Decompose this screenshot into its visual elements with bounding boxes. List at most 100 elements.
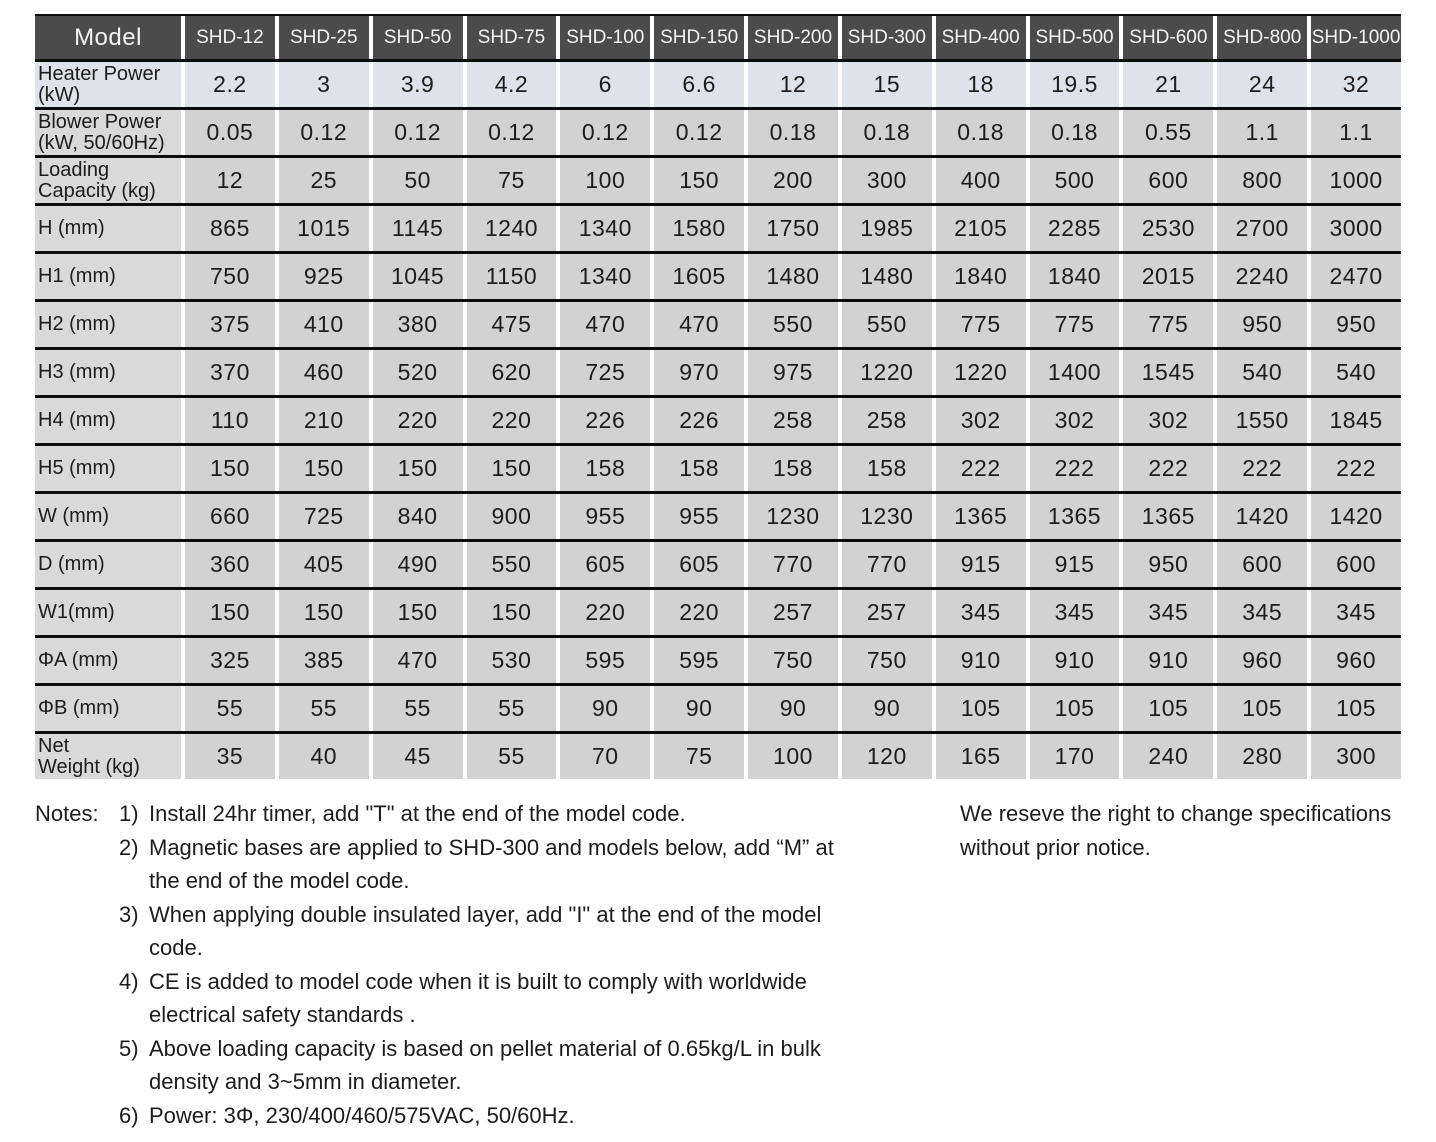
table-cell: 150 — [466, 446, 557, 491]
table-cell: 45 — [372, 734, 463, 779]
table-cell: 0.18 — [1029, 110, 1120, 155]
table-cell: 360 — [185, 542, 275, 587]
table-cell: 90 — [841, 686, 932, 731]
table-cell: 500 — [1029, 158, 1120, 203]
row-label-line: (kW, 50/60Hz) — [38, 131, 165, 154]
table-cell: 950 — [1217, 302, 1308, 347]
table-cell: 257 — [841, 590, 932, 635]
notes-section: Notes: 1) Install 24hr timer, add "T" at … — [35, 797, 1415, 1132]
table-cell: 1480 — [841, 254, 932, 299]
column-header: SHD-50 — [372, 16, 463, 59]
table-cell: 150 — [185, 446, 275, 491]
row-w: W (mm) 660 725 840 900 955 955 1230 1230 1365 1365… — [35, 494, 1401, 542]
table-cell: 530 — [466, 638, 557, 683]
note-item-4: 4) CE is added to model code when it is b… — [119, 965, 929, 1032]
table-cell: 1845 — [1311, 398, 1401, 443]
note-continuation: electrical safety standards . — [149, 1002, 416, 1027]
column-header: SHD-400 — [935, 16, 1026, 59]
table-cell: 2105 — [935, 206, 1026, 251]
table-cell: 1985 — [841, 206, 932, 251]
disclaimer-line: without prior notice. — [960, 834, 1151, 860]
row-heater-power: Heater Power (kW) 2.2 3 3.9 4.2 6 6.6 12 15 18 19.5… — [35, 62, 1401, 110]
note-text: Install 24hr timer, add "T" at the end o… — [149, 801, 686, 826]
column-header: SHD-100 — [560, 16, 651, 59]
table-cell: 960 — [1217, 638, 1308, 683]
table-cell: 490 — [372, 542, 463, 587]
table-cell: 257 — [748, 590, 838, 635]
note-continuation: density and 3~5mm in diameter. — [149, 1069, 462, 1094]
table-cell: 1145 — [372, 206, 463, 251]
table-cell: 220 — [466, 398, 557, 443]
note-continuation: the end of the model code. — [149, 868, 410, 893]
table-cell: 50 — [372, 158, 463, 203]
row-label: ΦA (mm) — [35, 638, 181, 683]
table-cell: 158 — [654, 446, 745, 491]
table-cell: 1580 — [654, 206, 745, 251]
table-cell: 21 — [1123, 62, 1214, 107]
table-cell: 1340 — [560, 254, 651, 299]
table-cell: 222 — [1217, 446, 1308, 491]
note-line: 1) Install 24hr timer, add "T" at the end… — [119, 797, 929, 831]
table-cell: 90 — [560, 686, 651, 731]
column-header: SHD-800 — [1217, 16, 1308, 59]
table-cell: 3000 — [1311, 206, 1401, 251]
table-cell: 600 — [1123, 158, 1214, 203]
table-cell: 1150 — [466, 254, 557, 299]
notes-label: Notes: — [35, 801, 99, 826]
row-phi-a: ΦA (mm) 325 385 470 530 595 595 750 750 910 910 910… — [35, 638, 1401, 686]
table-cell: 3.9 — [372, 62, 463, 107]
row-label: H2 (mm) — [35, 302, 181, 347]
row-h1: H1 (mm) 750 925 1045 1150 1340 1605 1480 1480 184… — [35, 254, 1401, 302]
column-header: SHD-25 — [278, 16, 369, 59]
column-header: SHD-12 — [185, 16, 275, 59]
table-cell: 600 — [1311, 542, 1401, 587]
row-label-line: W (mm) — [38, 505, 110, 527]
table-cell: 1840 — [935, 254, 1026, 299]
row-label-line: H (mm) — [38, 217, 105, 239]
row-label-line: H1 (mm) — [38, 265, 116, 287]
table-cell: 595 — [560, 638, 651, 683]
table-cell: 200 — [748, 158, 838, 203]
note-text: Above loading capacity is based on pelle… — [149, 1035, 821, 1061]
table-cell: 770 — [841, 542, 932, 587]
column-header: SHD-75 — [466, 16, 557, 59]
note-item-1: 1) Install 24hr timer, add "T" at the end… — [119, 797, 929, 831]
table-cell: 960 — [1311, 638, 1401, 683]
table-cell: 600 — [1217, 542, 1308, 587]
table-cell: 12 — [185, 158, 275, 203]
table-cell: 150 — [278, 446, 369, 491]
note-continuation: code. — [149, 935, 203, 960]
row-label-line: W1(mm) — [38, 601, 115, 623]
table-cell: 370 — [185, 350, 275, 395]
row-label: ΦB (mm) — [35, 686, 181, 731]
table-cell: 302 — [1123, 398, 1214, 443]
table-cell: 220 — [372, 398, 463, 443]
table-cell: 222 — [935, 446, 1026, 491]
note-number: 3) — [119, 901, 139, 927]
header-row: Model SHD-12 SHD-25 SHD-50 SHD-75 SHD-100 SHD-… — [35, 16, 1401, 62]
table-cell: 258 — [748, 398, 838, 443]
table-cell: 725 — [278, 494, 369, 539]
row-net-weight: Net Weight (kg) 35 40 45 55 70 75 100 120 165 170 24… — [35, 734, 1401, 779]
row-blower-power: Blower Power (kW, 50/60Hz) 0.05 0.12 0.12 0.1… — [35, 110, 1401, 158]
table-cell: 55 — [372, 686, 463, 731]
table-cell: 220 — [560, 590, 651, 635]
note-text: CE is added to model code when it is bui… — [149, 968, 807, 994]
table-cell: 345 — [935, 590, 1026, 635]
table-cell: 1550 — [1217, 398, 1308, 443]
row-h4: H4 (mm) 110 210 220 220 226 226 258 258 302 302 302… — [35, 398, 1401, 446]
table-cell: 915 — [935, 542, 1026, 587]
table-cell: 1.1 — [1311, 110, 1401, 155]
table-cell: 158 — [560, 446, 651, 491]
table-cell: 210 — [278, 398, 369, 443]
table-cell: 90 — [654, 686, 745, 731]
column-header: SHD-150 — [654, 16, 745, 59]
table-cell: 55 — [466, 734, 557, 779]
note-text: Power: 3Φ, 230/400/460/575VAC, 50/60Hz. — [149, 1102, 575, 1128]
table-cell: 55 — [185, 686, 275, 731]
notes-list: 1) Install 24hr timer, add "T" at the end… — [119, 797, 929, 1132]
table-cell: 1420 — [1311, 494, 1401, 539]
table-cell: 955 — [560, 494, 651, 539]
row-label-line: Net — [38, 734, 70, 757]
table-cell: 150 — [372, 590, 463, 635]
